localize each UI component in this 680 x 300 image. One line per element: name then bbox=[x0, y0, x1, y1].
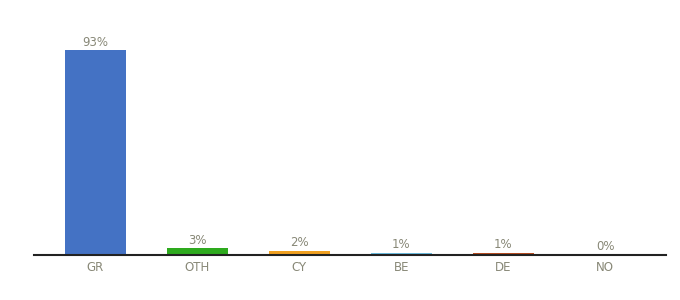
Bar bbox=[65, 50, 126, 255]
Text: 93%: 93% bbox=[82, 36, 108, 49]
Text: 0%: 0% bbox=[596, 240, 615, 253]
Bar bbox=[269, 250, 330, 255]
Text: 2%: 2% bbox=[290, 236, 309, 249]
Bar bbox=[473, 253, 534, 255]
Bar bbox=[371, 253, 432, 255]
Text: 1%: 1% bbox=[494, 238, 513, 251]
Text: 1%: 1% bbox=[392, 238, 411, 251]
Text: 3%: 3% bbox=[188, 234, 207, 247]
Bar bbox=[167, 248, 228, 255]
